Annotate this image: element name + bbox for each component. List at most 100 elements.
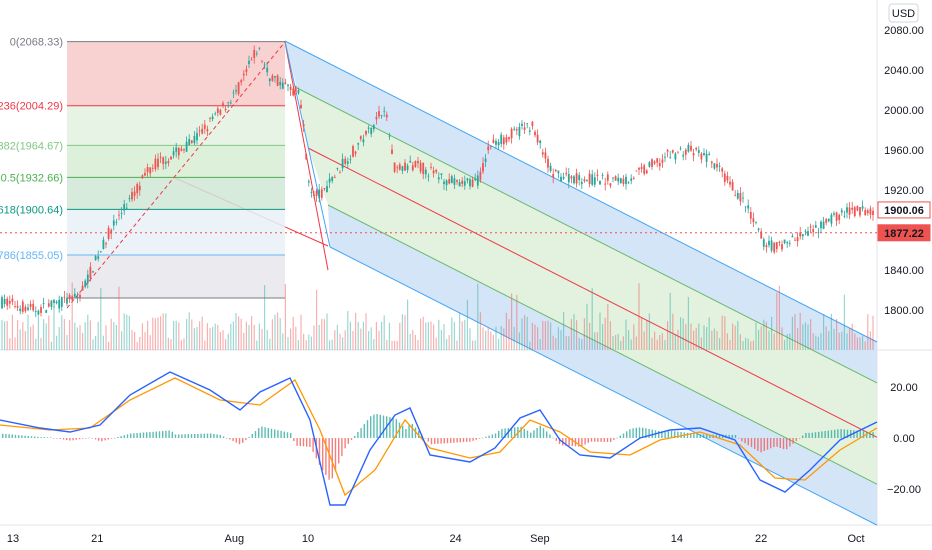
candle-body [534, 131, 536, 136]
macd-histogram-bar [158, 431, 161, 438]
macd-histogram-bar [248, 437, 250, 438]
macd-histogram-bar [674, 431, 676, 438]
candle-body [749, 212, 752, 219]
candle-body [827, 218, 830, 222]
candle-body [625, 176, 627, 185]
candle-body [240, 80, 243, 83]
candle-body [242, 73, 245, 76]
volume-bar [836, 318, 838, 350]
pitchfork-drawing[interactable] [174, 40, 878, 526]
volume-bar [430, 321, 432, 350]
volume-bar [531, 322, 533, 350]
time-axis[interactable]: 13 21 Aug 10 24 Sep 14 22 Oct [7, 533, 865, 545]
volume-bar [123, 313, 125, 350]
macd-axis[interactable]: 20.00 0.00 −20.00 [887, 382, 921, 496]
candle-body [378, 111, 380, 117]
candle-body [102, 239, 105, 249]
macd-histogram-bar [754, 438, 756, 449]
macd-histogram-bar [690, 433, 692, 438]
candle-body [326, 186, 328, 193]
candle-body [588, 173, 591, 184]
candle-body [510, 128, 513, 139]
macd-histogram-bar [440, 438, 442, 444]
candle-body [833, 213, 835, 215]
macd-histogram-bar [5, 433, 7, 438]
macd-histogram-bar [661, 431, 663, 438]
volume-bar [654, 331, 656, 350]
volume-bar [219, 331, 221, 350]
volume-bar [214, 323, 216, 350]
time-tick-label: 10 [302, 533, 314, 545]
volume-bar [529, 341, 531, 350]
candle-body [458, 182, 461, 187]
volume-bar [596, 332, 598, 350]
candle-body [658, 163, 661, 167]
volume-bar [607, 303, 609, 350]
volume-bar [113, 322, 115, 350]
volume-bar [305, 340, 307, 350]
candle-body [180, 148, 183, 151]
volume-bar [446, 339, 448, 350]
macd-histogram-bar [171, 431, 173, 438]
candle-body [380, 115, 383, 116]
candle-body [684, 149, 687, 155]
candle-body [315, 190, 318, 197]
volume-bar [682, 318, 684, 350]
volume-bar [209, 328, 211, 350]
volume-bar [521, 318, 523, 350]
fib-retracement[interactable]: 0(2068.33) 236(2004.29) 382(1964.67) 0.5(19… [0, 37, 286, 309]
macd-histogram-bar [606, 438, 609, 442]
candle-body [872, 210, 874, 216]
macd-histogram-bar [203, 433, 205, 438]
candle-body [196, 132, 198, 141]
macd-histogram-bar [667, 430, 669, 438]
candle-body [55, 301, 58, 304]
macd-histogram-bar [296, 438, 298, 446]
volume-bar [110, 318, 112, 350]
macd-histogram-bar [85, 438, 87, 439]
pitchfork-line [284, 40, 878, 343]
volume-bar [789, 333, 791, 350]
candle-body [674, 153, 677, 160]
macd-histogram-bar [210, 433, 212, 438]
volume-bar [563, 311, 565, 350]
macd-histogram-bar [117, 436, 119, 438]
macd-histogram-bar [341, 438, 343, 456]
volume-bar [261, 329, 263, 350]
candle-body [79, 295, 81, 299]
candle-body [81, 285, 84, 291]
macd-histogram-bar [98, 438, 100, 441]
volume-bar [771, 316, 773, 350]
macd-histogram-bar [760, 438, 762, 453]
volume-bar [134, 331, 136, 350]
volume-bar [565, 336, 567, 350]
volume-bar [82, 333, 84, 350]
volume-bar [277, 312, 279, 350]
volume-bar [401, 314, 403, 350]
candle-body [224, 108, 227, 111]
volume-bar [66, 334, 68, 350]
volume-bar [271, 319, 273, 350]
candle-body [266, 67, 269, 73]
macd-histogram-bar [840, 429, 842, 438]
candle-body [638, 167, 640, 170]
volume-bar [225, 339, 227, 350]
volume-bar [573, 314, 575, 350]
candle-body [853, 207, 856, 216]
currency-button[interactable]: USD [888, 3, 919, 23]
macd-histogram-bar [274, 429, 276, 438]
macd-histogram-bar [200, 433, 202, 438]
candle-body [666, 150, 669, 152]
volume-bar [386, 339, 388, 350]
candle-body [367, 127, 370, 129]
volume-bar [846, 333, 848, 350]
macd-histogram-bar [757, 438, 759, 451]
volume-bar [555, 338, 557, 350]
macd-histogram-bar [626, 431, 628, 438]
candle-body [14, 306, 16, 307]
price-axis[interactable]: 1800.00 1840.00 1920.00 1960.00 2000.00 2040.… [884, 25, 924, 317]
candle-body [219, 109, 222, 115]
macd-histogram-bar [72, 438, 74, 441]
macd-histogram-bar [677, 431, 679, 438]
